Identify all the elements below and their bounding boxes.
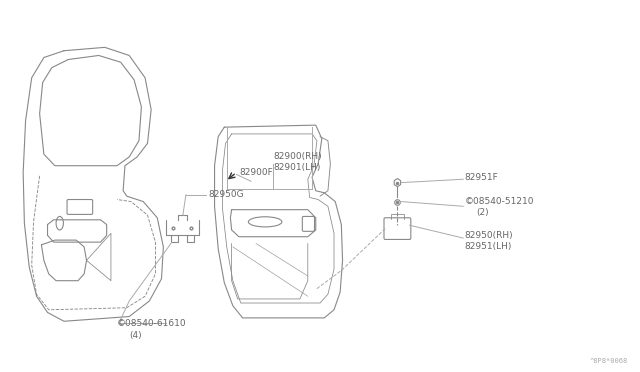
Text: ©08540-51210: ©08540-51210 [465, 197, 534, 206]
Text: (2): (2) [477, 208, 489, 217]
Text: ©08540-61610: ©08540-61610 [117, 319, 187, 328]
Text: 82900(RH): 82900(RH) [273, 153, 322, 161]
Text: ^8P8*0068: ^8P8*0068 [589, 358, 628, 364]
Text: 82951(LH): 82951(LH) [465, 243, 512, 251]
Text: 82901(LH): 82901(LH) [273, 163, 321, 172]
Text: 82950G: 82950G [209, 190, 244, 199]
Text: (4): (4) [129, 331, 142, 340]
Text: 82950(RH): 82950(RH) [465, 231, 513, 240]
Text: 82951F: 82951F [465, 173, 498, 182]
Text: 82900F: 82900F [239, 168, 273, 177]
